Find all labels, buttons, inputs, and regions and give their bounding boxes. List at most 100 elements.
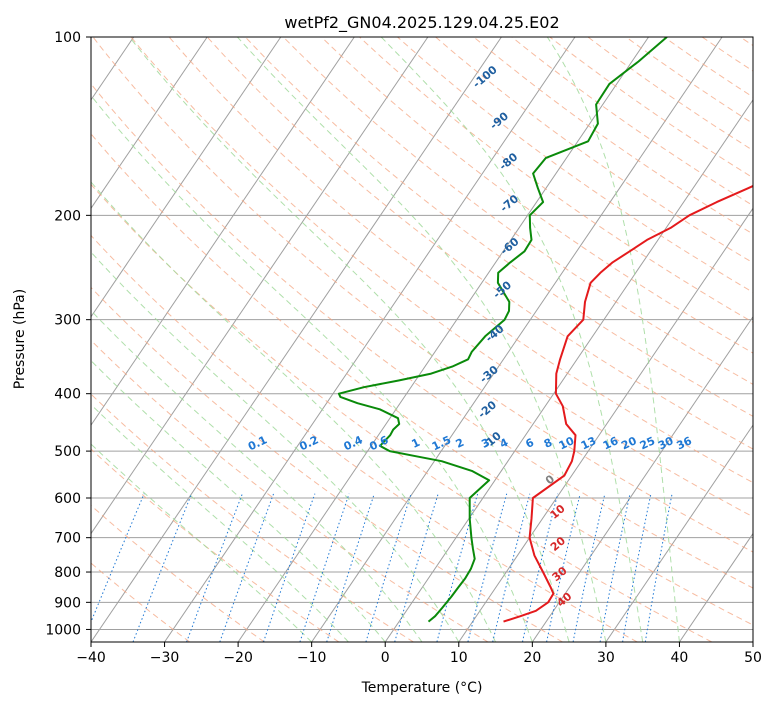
mixing-ratio-line [467, 493, 508, 642]
dry-adiabat [92, 37, 753, 553]
x-axis-ticks: −40 −30 −20 −10 0 10 20 30 40 50 [76, 642, 762, 666]
mixing-ratio-line [91, 493, 145, 624]
x-tick-label: 40 [671, 650, 689, 666]
isotherm-line [679, 532, 753, 642]
mixing-ratio-line [522, 493, 559, 642]
dry-adiabat [244, 37, 753, 417]
isotherm-line [605, 424, 753, 642]
isotherm-line [164, 37, 576, 642]
dry-adiabat [130, 37, 753, 518]
mixing-ratio-lines [91, 493, 673, 642]
x-axis-label: Temperature (°C) [361, 680, 483, 696]
y-tick-label: 500 [54, 444, 81, 460]
isotherm-line [91, 37, 208, 210]
x-tick-label: 20 [523, 650, 541, 666]
x-tick-label: −10 [297, 650, 327, 666]
mixing-ratio-line [186, 493, 243, 642]
isotherm-line [91, 37, 429, 535]
dry-adiabat [549, 37, 753, 179]
mixing-ratio-label: 10 [557, 434, 577, 452]
mixing-ratio-line [492, 493, 531, 642]
dry-adiabat [91, 183, 713, 642]
plot-frame [90, 36, 754, 643]
moist-adiabat [129, 37, 570, 642]
isotherm-line [91, 37, 355, 427]
mixing-ratio-line [263, 493, 316, 642]
mixing-ratio-label: 30 [656, 434, 676, 452]
mixing-ratio-label: 16 [601, 434, 621, 452]
y-tick-label: 400 [54, 387, 81, 403]
mixing-ratio-line [219, 493, 275, 642]
isotherm-line [91, 37, 282, 318]
y-tick-label: 1000 [45, 622, 81, 638]
dry-adiabat [282, 37, 753, 385]
mixing-ratio-line [622, 493, 652, 642]
dry-adiabats [91, 37, 753, 642]
mixing-ratio-line [546, 493, 581, 642]
y-tick-label: 300 [54, 313, 81, 329]
mixing-ratio-line [599, 493, 631, 642]
mixing-ratio-line [644, 493, 673, 642]
dry-adiabat [206, 37, 753, 450]
y-tick-label: 700 [54, 531, 81, 547]
mixing-ratio-line [299, 493, 350, 642]
y-axis-ticks: 100 200 300 400 500 600 700 800 900 1000 [45, 30, 91, 638]
moist-adiabat [380, 37, 644, 642]
dry-adiabat [473, 37, 753, 235]
y-tick-label: 200 [54, 208, 81, 224]
moist-adiabat [91, 359, 386, 642]
moist-adiabat [237, 37, 607, 642]
moist-adiabat [91, 309, 423, 642]
y-tick-label: 100 [54, 30, 81, 46]
mixing-ratio-line [436, 493, 479, 642]
dry-adiabat [397, 37, 753, 293]
dry-adiabat [91, 504, 265, 642]
isotherm-line [531, 315, 753, 642]
x-tick-label: 0 [381, 650, 390, 666]
x-tick-label: 30 [597, 650, 615, 666]
dry-adiabat [321, 37, 753, 354]
y-axis-label: Pressure (hPa) [12, 289, 28, 389]
mixing-ratio-line [365, 493, 412, 642]
dry-adiabat [91, 286, 563, 642]
isotherm-line [91, 37, 502, 642]
mixing-ratio-line [572, 493, 606, 642]
profile-lines [337, 37, 753, 623]
x-tick-label: −30 [150, 650, 180, 666]
mixing-ratio-label: 36 [675, 434, 695, 452]
dry-adiabat [435, 37, 753, 264]
temperature-profile-line [503, 184, 753, 623]
moist-adiabat [91, 181, 497, 642]
moist-adiabat [91, 94, 533, 642]
mixing-ratio-line [394, 493, 439, 642]
isotherm-line [458, 207, 753, 642]
x-tick-label: 10 [450, 650, 468, 666]
chart-title: wetPf2_GN04.2025.129.04.25.E02 [284, 13, 559, 33]
dewpoint-profile-line [337, 37, 668, 623]
isotherm-gridlines [91, 37, 753, 642]
moist-adiabat [546, 37, 680, 642]
dry-adiabat [511, 37, 753, 207]
isotherm-line [384, 98, 753, 642]
dry-adiabat [91, 133, 753, 626]
y-tick-label: 800 [54, 565, 81, 581]
y-tick-label: 900 [54, 595, 81, 611]
isobar-gridlines [91, 37, 753, 630]
mixing-ratio-label: 13 [579, 434, 598, 452]
dry-adiabat [91, 234, 638, 642]
moist-adiabat [91, 443, 313, 642]
y-tick-label: 600 [54, 491, 81, 507]
x-tick-label: −40 [76, 650, 106, 666]
isotherm-line [237, 37, 649, 642]
mixing-ratio-line [132, 493, 193, 642]
x-tick-label: 50 [744, 650, 762, 666]
mixing-ratio-label: 25 [638, 434, 657, 452]
x-tick-label: −20 [223, 650, 253, 666]
dry-adiabat [91, 339, 489, 642]
mixing-ratio-line [326, 493, 375, 642]
moist-adiabats [91, 37, 680, 642]
mixing-ratio-label: 20 [619, 434, 639, 452]
plot-area: -100-90-80-70-60-50-40-30-20-100.1 0.2 0.4… [91, 37, 753, 642]
